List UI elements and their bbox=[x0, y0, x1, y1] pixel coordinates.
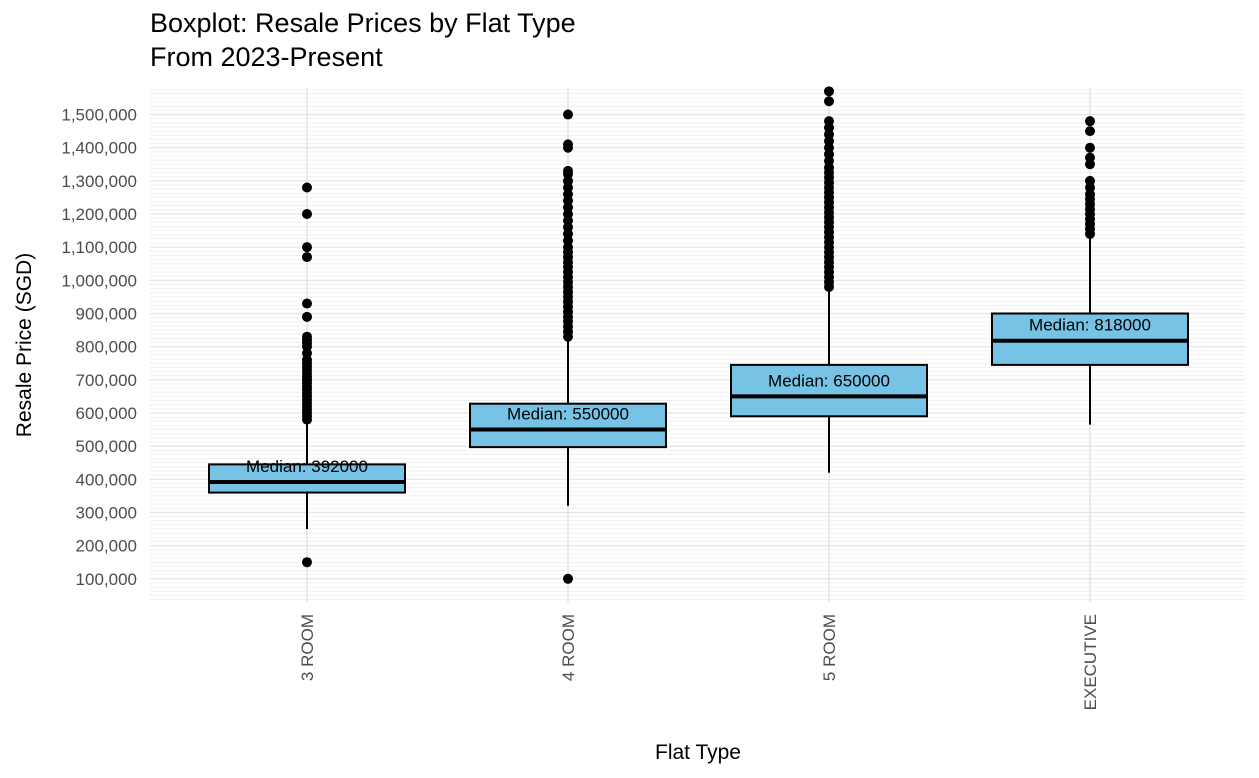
outlier-point bbox=[302, 242, 312, 253]
outlier-point bbox=[302, 311, 312, 322]
y-tick-label: 400,000 bbox=[76, 470, 137, 489]
median-label: Median: 818000 bbox=[1029, 316, 1151, 335]
chart-title: Boxplot: Resale Prices by Flat Type bbox=[150, 8, 576, 38]
y-axis-title: Resale Price (SGD) bbox=[13, 253, 36, 437]
box-group: Median: 650000 bbox=[730, 86, 928, 473]
outlier-point bbox=[302, 557, 312, 568]
outlier-point bbox=[563, 165, 573, 176]
x-axis-title: Flat Type bbox=[655, 741, 741, 764]
x-tick-label: 5 ROOM bbox=[820, 614, 839, 681]
box-iqr bbox=[730, 363, 928, 418]
median-label: Median: 650000 bbox=[768, 371, 890, 390]
y-tick-label: 1,300,000 bbox=[61, 172, 137, 191]
outlier-point bbox=[563, 109, 573, 120]
y-tick-label: 200,000 bbox=[76, 537, 137, 556]
outlier-point bbox=[302, 331, 312, 342]
outlier-point bbox=[1085, 116, 1095, 127]
outlier-point bbox=[1085, 175, 1095, 186]
outlier-point bbox=[1085, 152, 1095, 163]
box-group: Median: 550000 bbox=[469, 109, 667, 584]
y-axis-ticks: 100,000 200,000 300,000 400,000 500,000 600,0… bbox=[61, 106, 137, 589]
y-tick-label: 1,000,000 bbox=[61, 271, 137, 290]
box-iqr bbox=[469, 402, 667, 449]
outlier-point bbox=[302, 298, 312, 309]
outlier-point bbox=[824, 86, 834, 97]
boxes-layer: Median: 392000 Median: 550000 Median: 6500… bbox=[208, 86, 1189, 584]
y-tick-label: 1,400,000 bbox=[61, 139, 137, 158]
box-group: Median: 392000 bbox=[208, 182, 406, 568]
grid-layer bbox=[150, 88, 1245, 602]
median-label: Median: 550000 bbox=[507, 405, 629, 424]
y-tick-label: 900,000 bbox=[76, 304, 137, 323]
y-tick-label: 700,000 bbox=[76, 371, 137, 390]
outlier-point bbox=[563, 573, 573, 584]
outlier-point bbox=[1085, 142, 1095, 153]
y-tick-label: 300,000 bbox=[76, 503, 137, 522]
y-tick-label: 500,000 bbox=[76, 437, 137, 456]
y-tick-label: 100,000 bbox=[76, 570, 137, 589]
y-tick-label: 1,200,000 bbox=[61, 205, 137, 224]
box-group: Median: 818000 bbox=[991, 116, 1189, 425]
x-axis-ticks: 3 ROOM 4 ROOM 5 ROOM EXECUTIVE bbox=[298, 614, 1100, 710]
y-tick-label: 1,100,000 bbox=[61, 238, 137, 257]
outlier-point bbox=[302, 209, 312, 220]
chart-subtitle: From 2023-Present bbox=[150, 42, 383, 72]
median-label: Median: 392000 bbox=[246, 457, 368, 476]
y-tick-label: 600,000 bbox=[76, 404, 137, 423]
outlier-point bbox=[302, 252, 312, 263]
outlier-point bbox=[302, 182, 312, 193]
x-tick-label: 3 ROOM bbox=[298, 614, 317, 681]
outlier-point bbox=[563, 139, 573, 150]
x-tick-label: EXECUTIVE bbox=[1081, 614, 1100, 710]
outlier-point bbox=[824, 96, 834, 107]
outlier-point bbox=[1085, 126, 1095, 137]
y-tick-label: 800,000 bbox=[76, 338, 137, 357]
box-iqr bbox=[208, 463, 406, 494]
y-tick-label: 1,500,000 bbox=[61, 106, 137, 125]
outlier-point bbox=[824, 116, 834, 127]
x-tick-label: 4 ROOM bbox=[559, 614, 578, 681]
